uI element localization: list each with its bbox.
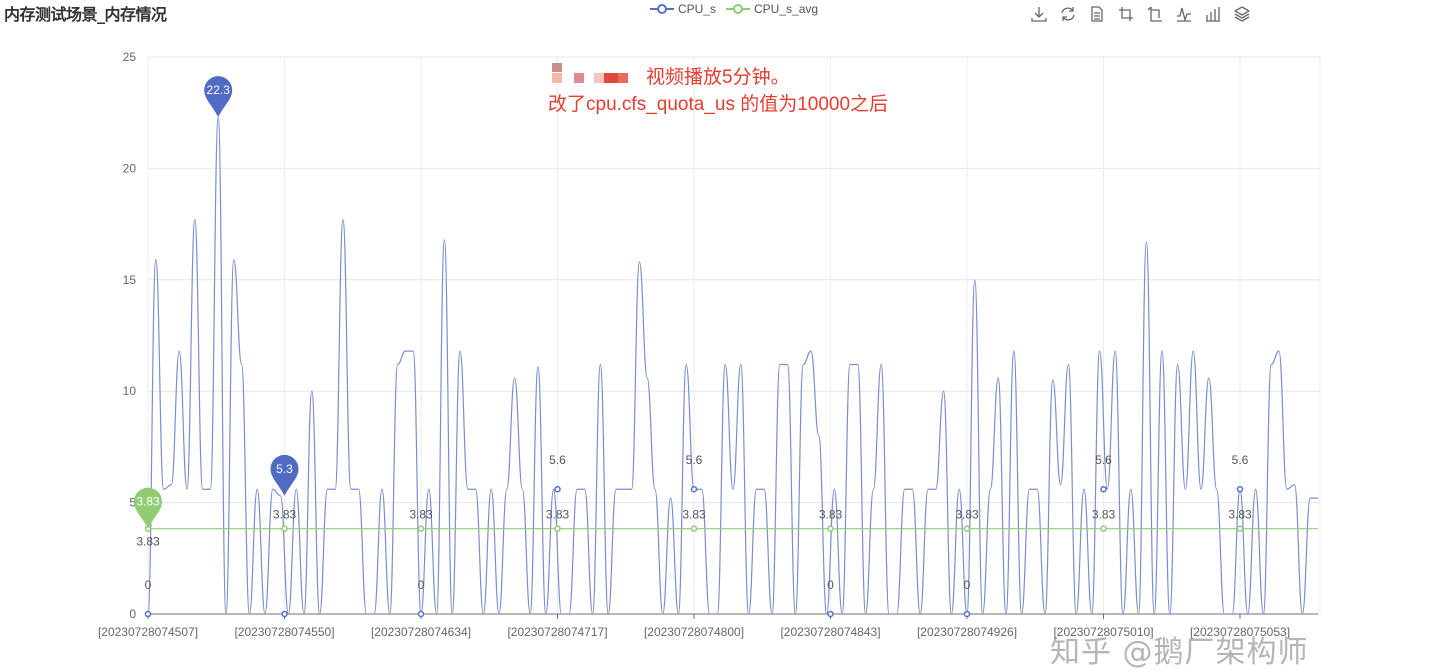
- cpu-s-point-label: 5.6: [686, 453, 703, 467]
- mark-point-1-pin: [270, 454, 299, 496]
- cpu-s-avg-point: [1100, 525, 1107, 532]
- cpu-s-point: [1100, 485, 1107, 493]
- y-tick-label: 15: [123, 273, 137, 287]
- refresh-icon[interactable]: [1059, 5, 1077, 23]
- x-tick-label: [20230728075053]: [1190, 625, 1290, 639]
- x-tick-label: [20230728074717]: [507, 625, 607, 639]
- cpu-s-avg-point: [827, 525, 834, 532]
- cpu-s-avg-point-label: 3.83: [955, 508, 979, 522]
- mark-point-2-label: 3.83: [136, 495, 160, 509]
- cpu-s-point: [1236, 485, 1244, 493]
- y-tick-label: 0: [129, 607, 136, 621]
- cpu-s-point-label: 0: [418, 578, 425, 592]
- y-tick-label: 10: [123, 384, 137, 398]
- cpu-s-point: [281, 610, 288, 618]
- cpu-s-point: [963, 610, 971, 618]
- cpu-s-avg-point: [281, 525, 288, 532]
- cpu-s-avg-point: [690, 525, 698, 532]
- cpu-s-point-label: 5.6: [1232, 453, 1249, 467]
- annotation-line-1: 视频播放5分钟。: [646, 67, 790, 88]
- x-tick-label: [20230728074800]: [644, 625, 744, 639]
- cpu-s-point-label: 0: [145, 578, 152, 592]
- cpu-s-point-label: 5.6: [1095, 453, 1112, 467]
- line-circle-icon: [726, 4, 751, 14]
- cpu-s-avg-point-label: 3.83: [273, 508, 297, 522]
- x-tick-label: [20230728074634]: [371, 625, 471, 639]
- legend-label: CPU_s_avg: [754, 2, 819, 16]
- y-tick-label: 25: [123, 50, 137, 64]
- cpu-s-avg-point-label: 3.83: [136, 535, 160, 549]
- legend-item-cpu-s-avg[interactable]: CPU_s_avg: [726, 2, 818, 16]
- cpu-s-avg-point: [417, 525, 425, 532]
- download-icon[interactable]: [1030, 5, 1048, 23]
- cpu-s-point: [144, 610, 152, 618]
- y-tick-label: 20: [123, 161, 137, 175]
- x-tick-label: [20230728074507]: [98, 625, 198, 639]
- x-tick-label: [20230728074843]: [780, 625, 880, 639]
- legend: CPU_s CPU_s_avg: [650, 2, 818, 16]
- line-circle-icon: [650, 4, 674, 14]
- mark-point-0-pin: [204, 76, 233, 118]
- zoom-reset-icon[interactable]: [1146, 5, 1164, 23]
- y-tick-label: 5: [129, 496, 136, 510]
- bar-chart-icon[interactable]: [1204, 5, 1222, 23]
- cpu-s-avg-point-label: 3.83: [409, 508, 433, 522]
- cpu-s-avg-point: [1236, 525, 1244, 532]
- x-tick-label: [20230728074550]: [234, 625, 334, 639]
- x-tick-label: [20230728074926]: [917, 625, 1017, 639]
- data-view-icon[interactable]: [1088, 5, 1106, 23]
- cpu-s-point: [554, 485, 561, 493]
- line-chart-icon[interactable]: [1175, 5, 1193, 23]
- legend-label: CPU_s: [678, 2, 717, 16]
- annotation-line-2: 改了cpu.cfs_quota_us 的值为10000之后: [548, 94, 889, 115]
- cpu-s-avg-point-label: 3.83: [682, 508, 706, 522]
- watermark: 知乎 @鹅厂架构师: [1050, 635, 1309, 670]
- mark-point-1-label: 5.3: [276, 462, 293, 476]
- cpu-s-point-label: 5.6: [549, 453, 566, 467]
- cpu-s-point: [690, 485, 698, 493]
- chart-title: 内存测试场景_内存情况: [4, 5, 167, 24]
- cpu-s-avg-point-label: 3.83: [546, 508, 570, 522]
- mark-point-2-pin: [134, 487, 163, 529]
- cpu-s-avg-point: [554, 525, 561, 532]
- zoom-icon[interactable]: [1117, 5, 1135, 23]
- blurred-redaction: [548, 62, 636, 89]
- cpu-s-avg-point-label: 3.83: [819, 508, 843, 522]
- legend-item-cpu-s[interactable]: CPU_s: [650, 2, 716, 16]
- chart-annotation: 视频播放5分钟。 改了cpu.cfs_quota_us 的值为10000之后: [548, 62, 889, 118]
- cpu-s-avg-point-label: 3.83: [1228, 508, 1252, 522]
- cpu-s-point-label: 0: [827, 578, 834, 592]
- cpu-s-avg-point: [963, 525, 971, 532]
- cpu-s-point: [827, 610, 834, 618]
- x-tick-label: [20230728075010]: [1053, 625, 1153, 639]
- cpu-s-point: [417, 610, 425, 618]
- toolbox: [1030, 5, 1251, 23]
- cpu-s-avg-point-label: 3.83: [1092, 508, 1116, 522]
- cpu-s-point-label: 0: [964, 578, 971, 592]
- series-line-cpu-s: [147, 116, 1318, 615]
- stack-icon[interactable]: [1233, 5, 1251, 23]
- mark-point-0-label: 22.3: [207, 83, 231, 97]
